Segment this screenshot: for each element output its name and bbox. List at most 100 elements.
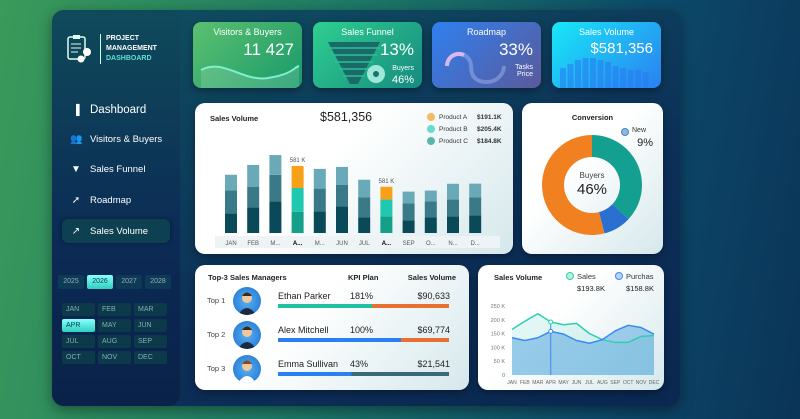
month-jun[interactable]: JUN [134,319,167,332]
bar-segment-product-b[interactable] [447,199,459,217]
month-nov[interactable]: NOV [98,351,131,364]
bar-segment-product-a[interactable] [447,183,459,200]
year-2028[interactable]: 2028 [145,275,171,289]
bar-segment-product-b[interactable] [402,203,415,221]
bar-segment-product-c[interactable] [380,216,393,233]
month-apr[interactable]: APR [62,319,95,332]
bar-segment-product-c[interactable] [313,211,326,233]
month-feb[interactable]: FEB [98,303,131,316]
funnel-icon [328,42,380,84]
sparkline-bar [560,68,566,88]
bar-segment-product-b[interactable] [424,201,437,218]
line-sales[interactable] [511,312,655,344]
month-oct[interactable]: OCT [62,351,95,364]
bar-segment-product-a[interactable] [469,183,482,198]
bar-segment-product-b[interactable] [291,188,304,212]
line-purchas[interactable] [511,324,655,345]
bar-segment-product-a[interactable] [380,186,393,200]
highlight-point[interactable] [548,328,554,334]
kpi-visitors-buyers[interactable]: Visitors & Buyers 11 427 [193,22,302,88]
sidebar-item-sales-volume[interactable]: ↗ Sales Volume [62,219,170,243]
kpi-sub-label: Price [517,71,533,78]
roadmap-progress-icon [444,51,506,84]
bar-segment-product-b[interactable] [247,186,260,208]
sparkline-bar [627,70,634,88]
logo-line: PROJECT [106,35,140,42]
bar-segment-product-a[interactable] [247,164,260,187]
sparkline-bar [620,68,626,88]
bar-segment-product-c[interactable] [225,213,237,233]
month-aug[interactable]: AUG [98,335,131,348]
x-tick-label: O... [426,241,436,247]
manager-row[interactable]: Top 3 Emma Sullivan 43% $21,541 [195,353,470,389]
x-tick-label: JUL [359,241,370,247]
bar-segment-product-a[interactable] [291,165,304,189]
year-2026[interactable]: 2026 [87,275,113,289]
bar-segment-product-a[interactable] [225,174,237,191]
y-tick-label: 50 K [494,359,506,365]
manager-row[interactable]: Top 1 Ethan Parker 181% $90,633 [195,285,470,321]
bar-segment-product-b[interactable] [358,197,371,218]
bar-segment-product-c[interactable] [291,211,304,233]
bar-segment-product-b[interactable] [313,188,326,212]
card-title: Top-3 Sales Managers [208,273,287,282]
bar-segment-product-c[interactable] [424,217,437,233]
x-tick-label: OCT [623,380,634,386]
month-dec[interactable]: DEC [134,351,167,364]
top-managers-card: Top-3 Sales Managers KPI Plan Sales Volu… [195,265,469,390]
sales-line-chart: 0 50 K 100 K 150 K 200 K 250 K JAN FEB MAR APR MAY… [491,304,660,386]
bar-segment-product-c[interactable] [247,207,260,233]
donut-slice[interactable] [592,135,642,220]
bar-segment-product-c[interactable] [269,201,282,233]
x-tick-label: A... [293,241,303,247]
donut-slice[interactable] [541,135,605,236]
manager-kpi: 43% [350,359,369,369]
sidebar-item-funnel[interactable]: ▼ Sales Funnel [62,157,170,181]
bar-segment-product-b[interactable] [336,184,348,207]
bar-segment-product-b[interactable] [380,199,393,217]
kpi-roadmap[interactable]: Roadmap 33% Tasks Price [432,22,541,88]
kpi-sales-volume[interactable]: Sales Volume $581,356 [552,22,661,88]
month-mar[interactable]: MAR [134,303,167,316]
bar-segment-product-b[interactable] [269,174,282,202]
kpi-sub-label: Buyers [392,65,414,72]
kpi-sales-funnel[interactable]: Sales Funnel 13% Buyers 46% [313,22,422,88]
bar-segment-product-c[interactable] [336,206,348,233]
bar-segment-product-a[interactable] [358,179,371,198]
bar-segment-product-c[interactable] [469,215,482,233]
bar-segment-product-b[interactable] [469,197,482,216]
bar-segment-product-c[interactable] [447,216,459,233]
column-header: KPI Plan [348,273,379,282]
bar-segment-product-b[interactable] [225,190,237,214]
sparkline-bar [612,66,619,88]
x-tick-label: JUN [572,380,582,386]
clipboard-gear-icon [67,35,91,63]
avatar [233,321,261,349]
avatar [233,355,261,383]
month-jul[interactable]: JUL [62,335,95,348]
bar-segment-product-a[interactable] [402,191,415,204]
x-tick-label: D... [471,241,481,247]
legend-item: Product B $205.4K [427,123,502,135]
legend-dot [427,137,435,145]
sidebar-item-dashboard[interactable]: ▐ Dashboard [62,98,170,122]
manager-row[interactable]: Top 2 Alex Mitchell 100% $69,774 [195,319,470,355]
month-may[interactable]: MAY [98,319,131,332]
bar-segment-product-c[interactable] [402,220,415,233]
highlight-point[interactable] [548,319,554,325]
month-jan[interactable]: JAN [62,303,95,316]
bar-segment-product-a[interactable] [424,190,437,202]
bar-segment-product-a[interactable] [336,166,348,185]
donut-slice[interactable] [598,204,629,234]
month-sep[interactable]: SEP [134,335,167,348]
kpi-value: 13% [379,40,414,59]
bar-segment-product-a[interactable] [269,155,282,175]
bar-segment-product-a[interactable] [313,168,326,189]
sidebar-item-roadmap[interactable]: ➚ Roadmap [62,188,170,212]
sidebar-item-visitors[interactable]: 👥 Visitors & Buyers [62,127,170,151]
y-tick-label: 150 K [491,332,506,338]
bar-segment-product-c[interactable] [358,217,371,233]
year-2027[interactable]: 2027 [116,275,142,289]
legend-value: $184.8K [477,137,502,145]
year-2025[interactable]: 2025 [58,275,84,289]
